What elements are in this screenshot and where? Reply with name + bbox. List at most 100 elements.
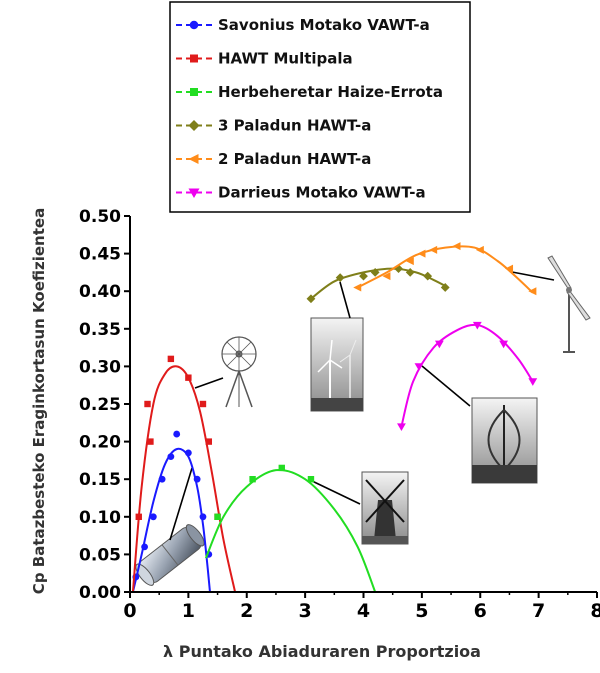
savonius-rotor-illustration bbox=[135, 524, 205, 586]
data-point bbox=[397, 423, 406, 431]
data-point bbox=[405, 268, 415, 277]
data-point bbox=[505, 264, 514, 273]
legend-label: 2 Paladun HAWT-a bbox=[218, 150, 371, 168]
data-point bbox=[278, 464, 285, 472]
data-point bbox=[149, 513, 157, 521]
data-point bbox=[135, 513, 142, 520]
data-point bbox=[472, 321, 482, 330]
y-tick-label: 0.10 bbox=[79, 508, 121, 528]
data-point bbox=[184, 449, 192, 457]
data-point bbox=[452, 242, 461, 251]
y-tick-label: 0.35 bbox=[79, 320, 121, 340]
x-tick-label: 5 bbox=[415, 600, 428, 622]
y-axis-label: Cp Batazbesteko Eraginkortasun Koefizien… bbox=[30, 208, 48, 594]
legend-entry: 2 Paladun HAWT-a bbox=[176, 150, 371, 168]
x-tick-label: 4 bbox=[357, 600, 370, 622]
series bbox=[397, 321, 538, 431]
data-point bbox=[193, 475, 201, 483]
legend-entry: Herbeheretar Haize-Errota bbox=[176, 83, 443, 101]
y-tick-label: 0.15 bbox=[79, 470, 121, 490]
data-point bbox=[417, 249, 426, 258]
x-tick-label: 2 bbox=[240, 600, 253, 622]
x-tick-label: 8 bbox=[590, 600, 600, 622]
data-point bbox=[167, 453, 175, 461]
series-line bbox=[400, 323, 534, 427]
legend-items: Savonius Motako VAWT-a HAWT Multipala Herb… bbox=[176, 16, 443, 202]
x-tick-label: 7 bbox=[532, 600, 545, 622]
data-point bbox=[429, 245, 438, 254]
data-point bbox=[528, 287, 537, 296]
data-point bbox=[147, 438, 154, 445]
plot-area bbox=[131, 242, 538, 593]
series bbox=[306, 264, 450, 304]
two-blade-turbine-illustration bbox=[547, 255, 591, 353]
data-point bbox=[141, 543, 148, 551]
y-tick-label: 0.20 bbox=[79, 433, 121, 453]
data-point bbox=[440, 283, 450, 292]
illustrations bbox=[135, 255, 591, 586]
legend-label: HAWT Multipala bbox=[218, 50, 353, 68]
data-point bbox=[414, 363, 424, 371]
data-point bbox=[214, 513, 221, 520]
series bbox=[353, 242, 537, 296]
data-point bbox=[205, 438, 213, 445]
data-point bbox=[423, 271, 433, 281]
three-blade-turbine-illustration bbox=[310, 317, 364, 412]
legend-label: 3 Paladun HAWT-a bbox=[218, 117, 371, 135]
series-line bbox=[204, 468, 377, 593]
legend-marker bbox=[188, 188, 200, 198]
data-point bbox=[144, 400, 151, 408]
legend-entry: Darrieus Motako VAWT-a bbox=[176, 184, 426, 202]
data-point bbox=[434, 340, 444, 349]
legend-entry: Savonius Motako VAWT-a bbox=[176, 16, 430, 34]
series bbox=[131, 430, 213, 593]
data-point bbox=[199, 400, 207, 408]
series bbox=[204, 464, 377, 593]
data-point bbox=[199, 513, 207, 521]
y-tick-label: 0.40 bbox=[79, 282, 121, 302]
legend-marker bbox=[188, 120, 200, 131]
x-tick-label: 0 bbox=[123, 600, 136, 622]
data-point bbox=[382, 272, 391, 281]
data-point bbox=[167, 355, 175, 363]
legend-entry: HAWT Multipala bbox=[176, 50, 353, 68]
data-point bbox=[353, 283, 362, 292]
y-tick-label: 0.45 bbox=[79, 245, 121, 265]
legend-marker bbox=[189, 20, 199, 30]
y-tick-label: 0.50 bbox=[79, 207, 121, 227]
data-point bbox=[158, 475, 166, 483]
y-tick-label: 0.00 bbox=[79, 583, 121, 603]
legend-marker bbox=[188, 154, 199, 164]
x-axis-label: λ Puntako Abiaduraren Proportzioa bbox=[163, 642, 481, 661]
data-point bbox=[307, 476, 315, 483]
y-tick-label: 0.05 bbox=[79, 545, 121, 565]
data-point bbox=[359, 271, 368, 281]
data-point bbox=[306, 294, 316, 304]
legend-entry: 3 Paladun HAWT-a bbox=[176, 117, 371, 135]
y-tick-label: 0.30 bbox=[79, 357, 121, 377]
legend-marker bbox=[190, 88, 198, 96]
data-point bbox=[528, 378, 538, 386]
data-point bbox=[370, 268, 380, 277]
series-line bbox=[131, 365, 237, 593]
data-point bbox=[499, 340, 508, 349]
legend-label: Herbeheretar Haize-Errota bbox=[218, 83, 443, 101]
darrieus-turbine-illustration bbox=[471, 397, 538, 484]
dutch-windmill-illustration bbox=[361, 471, 409, 545]
data-point bbox=[475, 245, 484, 254]
legend-label: Savonius Motako VAWT-a bbox=[218, 16, 430, 34]
leader-lines bbox=[169, 271, 555, 541]
legend-marker bbox=[190, 54, 198, 63]
data-point bbox=[173, 430, 181, 438]
y-tick-label: 0.25 bbox=[79, 395, 121, 415]
x-tick-label: 6 bbox=[474, 600, 487, 622]
data-point bbox=[335, 273, 345, 283]
axes: 0 1 2 3 4 5 6 7 8 0.00 0.05 0.10 0.15 0.20 0.25 0.30 0.3… bbox=[79, 207, 600, 622]
data-point bbox=[405, 257, 414, 266]
legend-box bbox=[169, 1, 471, 213]
series-line bbox=[131, 447, 211, 593]
x-tick-label: 3 bbox=[299, 600, 312, 622]
multiblade-turbine-illustration bbox=[221, 336, 257, 408]
legend: Savonius Motako VAWT-a HAWT Multipala Herb… bbox=[169, 1, 471, 213]
